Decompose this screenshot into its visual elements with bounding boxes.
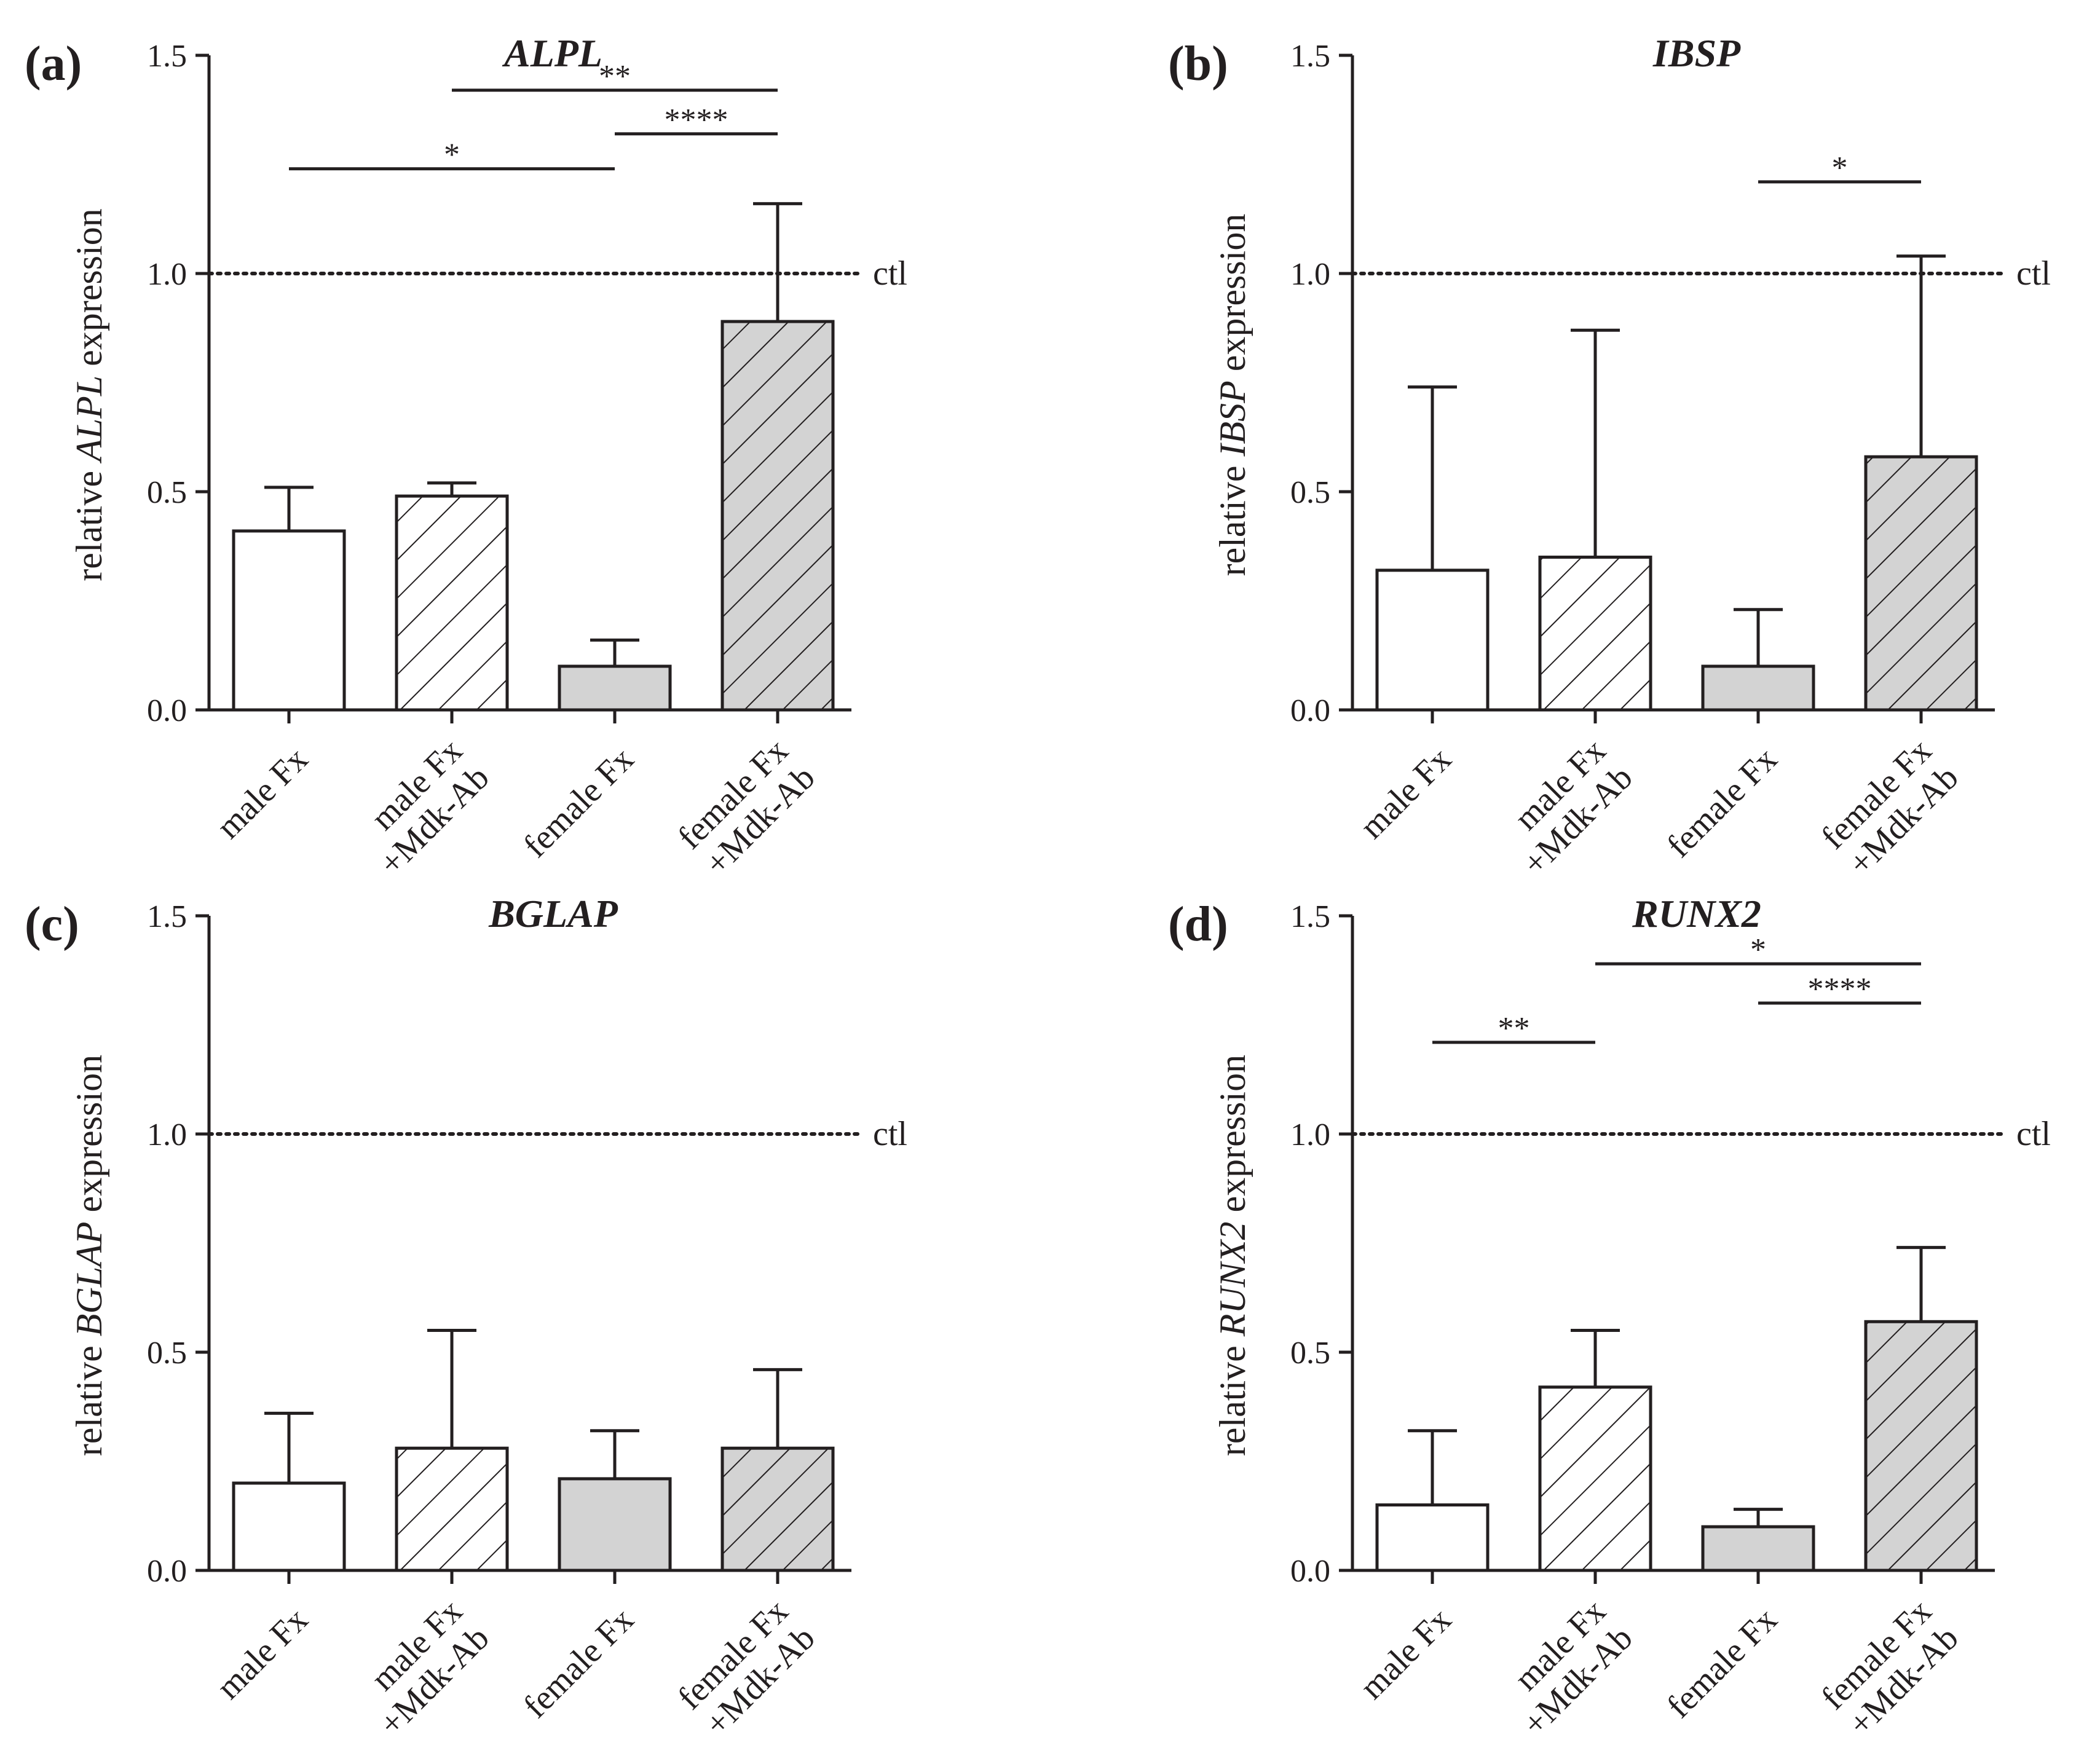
x-tick-label: male Fx bbox=[210, 740, 316, 846]
panel-label: (d) bbox=[1168, 897, 1228, 951]
bar bbox=[720, 320, 835, 712]
bar bbox=[232, 529, 346, 712]
x-tick-label: female Fx+Mdk-Ab bbox=[671, 1592, 823, 1744]
y-axis-label: relative BGLAP expression bbox=[69, 1055, 109, 1456]
bar bbox=[1701, 1525, 1815, 1572]
bar bbox=[232, 1481, 346, 1572]
x-tick-label: male Fx+Mdk-Ab bbox=[345, 731, 497, 883]
significance-label: ** bbox=[1498, 1011, 1530, 1046]
bar bbox=[1375, 1503, 1490, 1572]
chart-title: IBSP bbox=[1652, 31, 1741, 75]
y-tick-label: 1.0 bbox=[147, 257, 187, 292]
y-tick-label: 1.0 bbox=[1290, 257, 1330, 292]
x-tick-label: female Fx+Mdk-Ab bbox=[1814, 731, 1966, 883]
bar bbox=[1375, 569, 1490, 712]
y-tick-label: 0.5 bbox=[147, 475, 187, 510]
x-tick-label: male Fx bbox=[210, 1601, 316, 1707]
chart-panel-3: (c) BGLAP 0.0 0.5 1.0 1.5 relative BGLAP expre… bbox=[25, 892, 907, 1744]
x-tick-label: female Fx bbox=[516, 1601, 641, 1725]
x-tick-label: male Fx bbox=[1353, 1601, 1459, 1707]
reference-line-label: ctl bbox=[873, 1115, 907, 1153]
y-tick-label: 1.5 bbox=[1290, 39, 1330, 74]
y-tick-label: 0.0 bbox=[1290, 693, 1330, 728]
bar bbox=[1864, 1320, 1978, 1572]
x-tick-label: male Fx+Mdk-Ab bbox=[1489, 1592, 1640, 1743]
x-tick-label: female Fx bbox=[1660, 1601, 1785, 1725]
x-tick-label: male Fx bbox=[1353, 740, 1459, 846]
bar bbox=[1538, 556, 1652, 712]
bar bbox=[395, 1446, 509, 1572]
reference-line-label: ctl bbox=[873, 254, 907, 293]
chart-panel-1: (a) ALPL 0.0 0.5 1.0 1.5 relative ALPL express… bbox=[25, 31, 907, 883]
chart-title: ALPL bbox=[502, 31, 602, 75]
bar bbox=[558, 664, 672, 712]
reference-line-label: ctl bbox=[2016, 1115, 2051, 1153]
bar bbox=[1701, 664, 1815, 712]
x-tick-label: female Fx bbox=[1660, 740, 1785, 865]
x-tick-label: female Fx+Mdk-Ab bbox=[671, 731, 823, 883]
significance-label: **** bbox=[1808, 972, 1872, 1007]
y-tick-label: 1.0 bbox=[147, 1117, 187, 1152]
chart-title: RUNX2 bbox=[1632, 892, 1761, 935]
bar bbox=[395, 494, 509, 712]
x-tick-label: male Fx+Mdk-Ab bbox=[345, 1592, 497, 1743]
bar bbox=[1864, 455, 1978, 712]
chart-panel-4: (d) RUNX2 0.0 0.5 1.0 1.5 relative RUNX2 expre… bbox=[1168, 892, 2051, 1744]
chart-title: BGLAP bbox=[488, 892, 618, 935]
y-tick-label: 0.0 bbox=[1290, 1554, 1330, 1589]
significance-label: * bbox=[1832, 151, 1848, 186]
y-tick-label: 1.0 bbox=[1290, 1117, 1330, 1152]
y-tick-label: 0.5 bbox=[1290, 1336, 1330, 1371]
significance-label: **** bbox=[665, 103, 728, 138]
panel-label: (a) bbox=[25, 37, 82, 91]
y-tick-label: 0.5 bbox=[147, 1336, 187, 1371]
x-tick-label: male Fx+Mdk-Ab bbox=[1489, 731, 1640, 883]
y-tick-label: 1.5 bbox=[147, 899, 187, 934]
panel-label: (b) bbox=[1168, 37, 1228, 91]
bar bbox=[558, 1477, 672, 1572]
bar bbox=[1538, 1385, 1652, 1572]
y-tick-label: 0.5 bbox=[1290, 475, 1330, 510]
x-tick-label: female Fx+Mdk-Ab bbox=[1814, 1592, 1966, 1744]
significance-label: ** bbox=[599, 59, 631, 94]
bar bbox=[720, 1446, 835, 1572]
significance-label: * bbox=[1750, 932, 1766, 967]
panel-label: (c) bbox=[25, 897, 79, 951]
chart-panel-2: (b) IBSP 0.0 0.5 1.0 1.5 relative IBSP express… bbox=[1168, 31, 2051, 883]
significance-label: * bbox=[444, 138, 460, 173]
x-tick-label: female Fx bbox=[516, 740, 641, 865]
y-tick-label: 0.0 bbox=[147, 1554, 187, 1589]
y-axis-label: relative RUNX2 expression bbox=[1212, 1055, 1253, 1456]
y-axis-label: relative IBSP expression bbox=[1212, 214, 1253, 577]
y-tick-label: 1.5 bbox=[1290, 899, 1330, 934]
y-axis-label: relative ALPL expression bbox=[69, 208, 109, 581]
y-tick-label: 1.5 bbox=[147, 39, 187, 74]
reference-line-label: ctl bbox=[2016, 254, 2051, 293]
y-tick-label: 0.0 bbox=[147, 693, 187, 728]
